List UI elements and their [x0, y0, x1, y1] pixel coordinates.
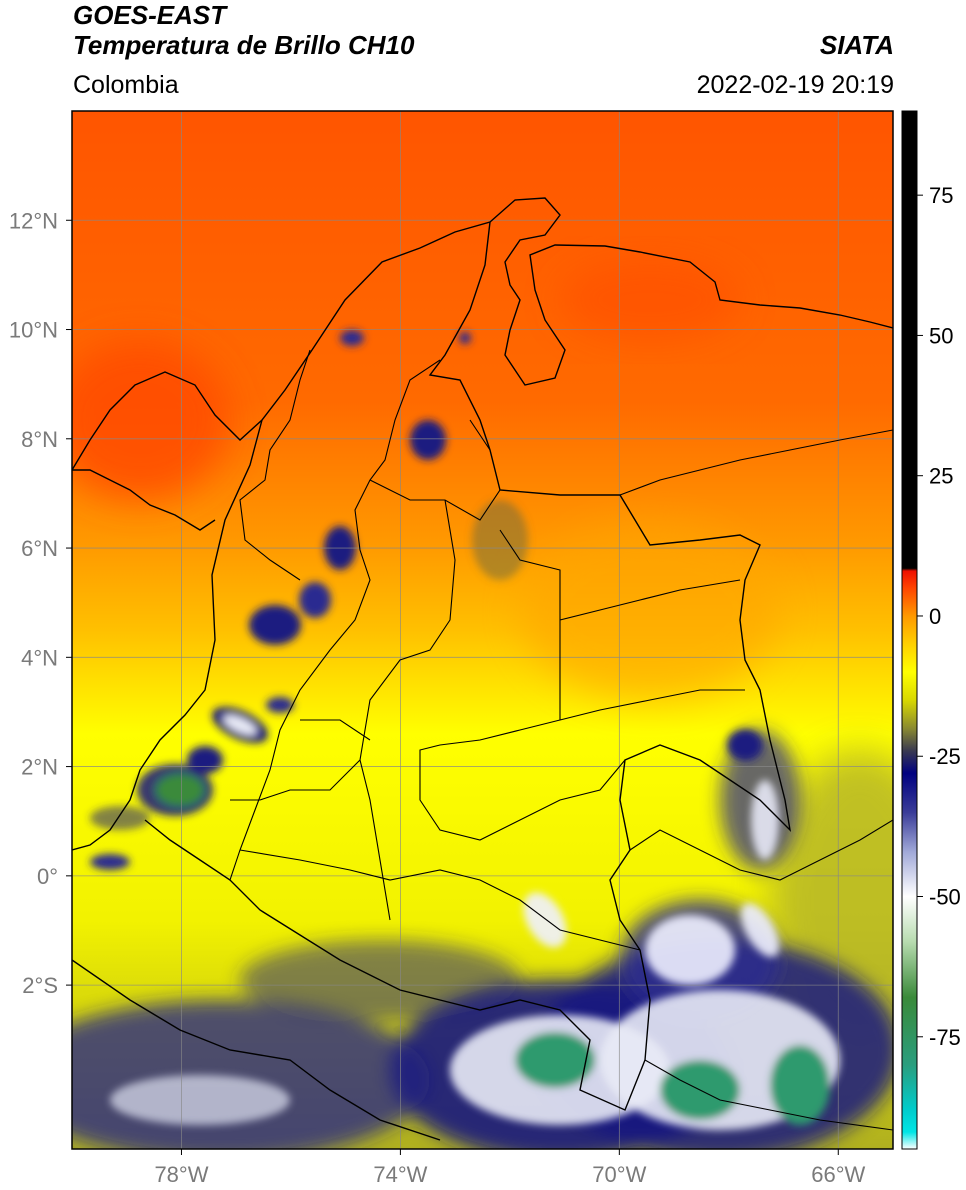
- lon-tick-label: 70°W: [592, 1162, 646, 1187]
- pacific-coast: [72, 419, 263, 851]
- lat-tick-label: 12°N: [9, 208, 58, 233]
- datetime-label: 2022-02-19 20:19: [696, 71, 894, 99]
- colorbar-tick-label: -75: [929, 1025, 961, 1050]
- satellite-title: GOES-EAST: [73, 0, 227, 30]
- colorbar-ticks: 75 50 25 0 -25 -50 -75: [917, 183, 961, 1050]
- dept-lines: [229, 349, 745, 951]
- lat-tick-label: 8°N: [21, 427, 58, 452]
- lon-tick-label: 78°W: [154, 1162, 208, 1187]
- lat-tick-label: 2°N: [21, 755, 58, 780]
- lat-tick-label: 2°S: [22, 973, 58, 998]
- brazil-lines: [629, 819, 893, 1131]
- colorbar-tick-label: 25: [929, 464, 953, 489]
- lat-tick-label: 0°: [37, 864, 58, 889]
- colombia-border: [144, 221, 792, 1111]
- venezuela-lines: [469, 419, 893, 496]
- coastline: [72, 197, 893, 471]
- lat-tick-label: 6°N: [21, 536, 58, 561]
- map-gridlines: [72, 111, 893, 1149]
- satellite-imagery: [72, 111, 893, 1149]
- colorbar-tick-label: -25: [929, 744, 961, 769]
- region-label: Colombia: [73, 71, 179, 99]
- lat-tick-label: 4°N: [21, 645, 58, 670]
- map-boundaries: [72, 197, 893, 1141]
- colorbar-tick-label: 50: [929, 323, 953, 348]
- colorbar-tick-label: -50: [929, 885, 961, 910]
- colorbar-frame: [901, 110, 918, 1150]
- colorbar-tick-label: 0: [929, 604, 941, 629]
- colorbar-tick-label: 75: [929, 183, 953, 208]
- colorbar: 75 50 25 0 -25 -50 -75: [901, 110, 961, 1150]
- lon-tick-label: 66°W: [811, 1162, 865, 1187]
- agency-label: SIATA: [819, 30, 894, 60]
- axis-ticks: 12°N 10°N 8°N 6°N 4°N 2°N 0° 2°S 78°W 74°W 70°W 66°…: [9, 208, 866, 1187]
- panama-coast: [72, 469, 216, 531]
- map-frame: [71, 110, 894, 1150]
- peru-border: [72, 959, 441, 1141]
- lat-tick-label: 10°N: [9, 318, 58, 343]
- lon-tick-label: 74°W: [373, 1162, 427, 1187]
- colorbar-gradient: [902, 111, 917, 1149]
- product-title: Temperatura de Brillo CH10: [73, 30, 415, 60]
